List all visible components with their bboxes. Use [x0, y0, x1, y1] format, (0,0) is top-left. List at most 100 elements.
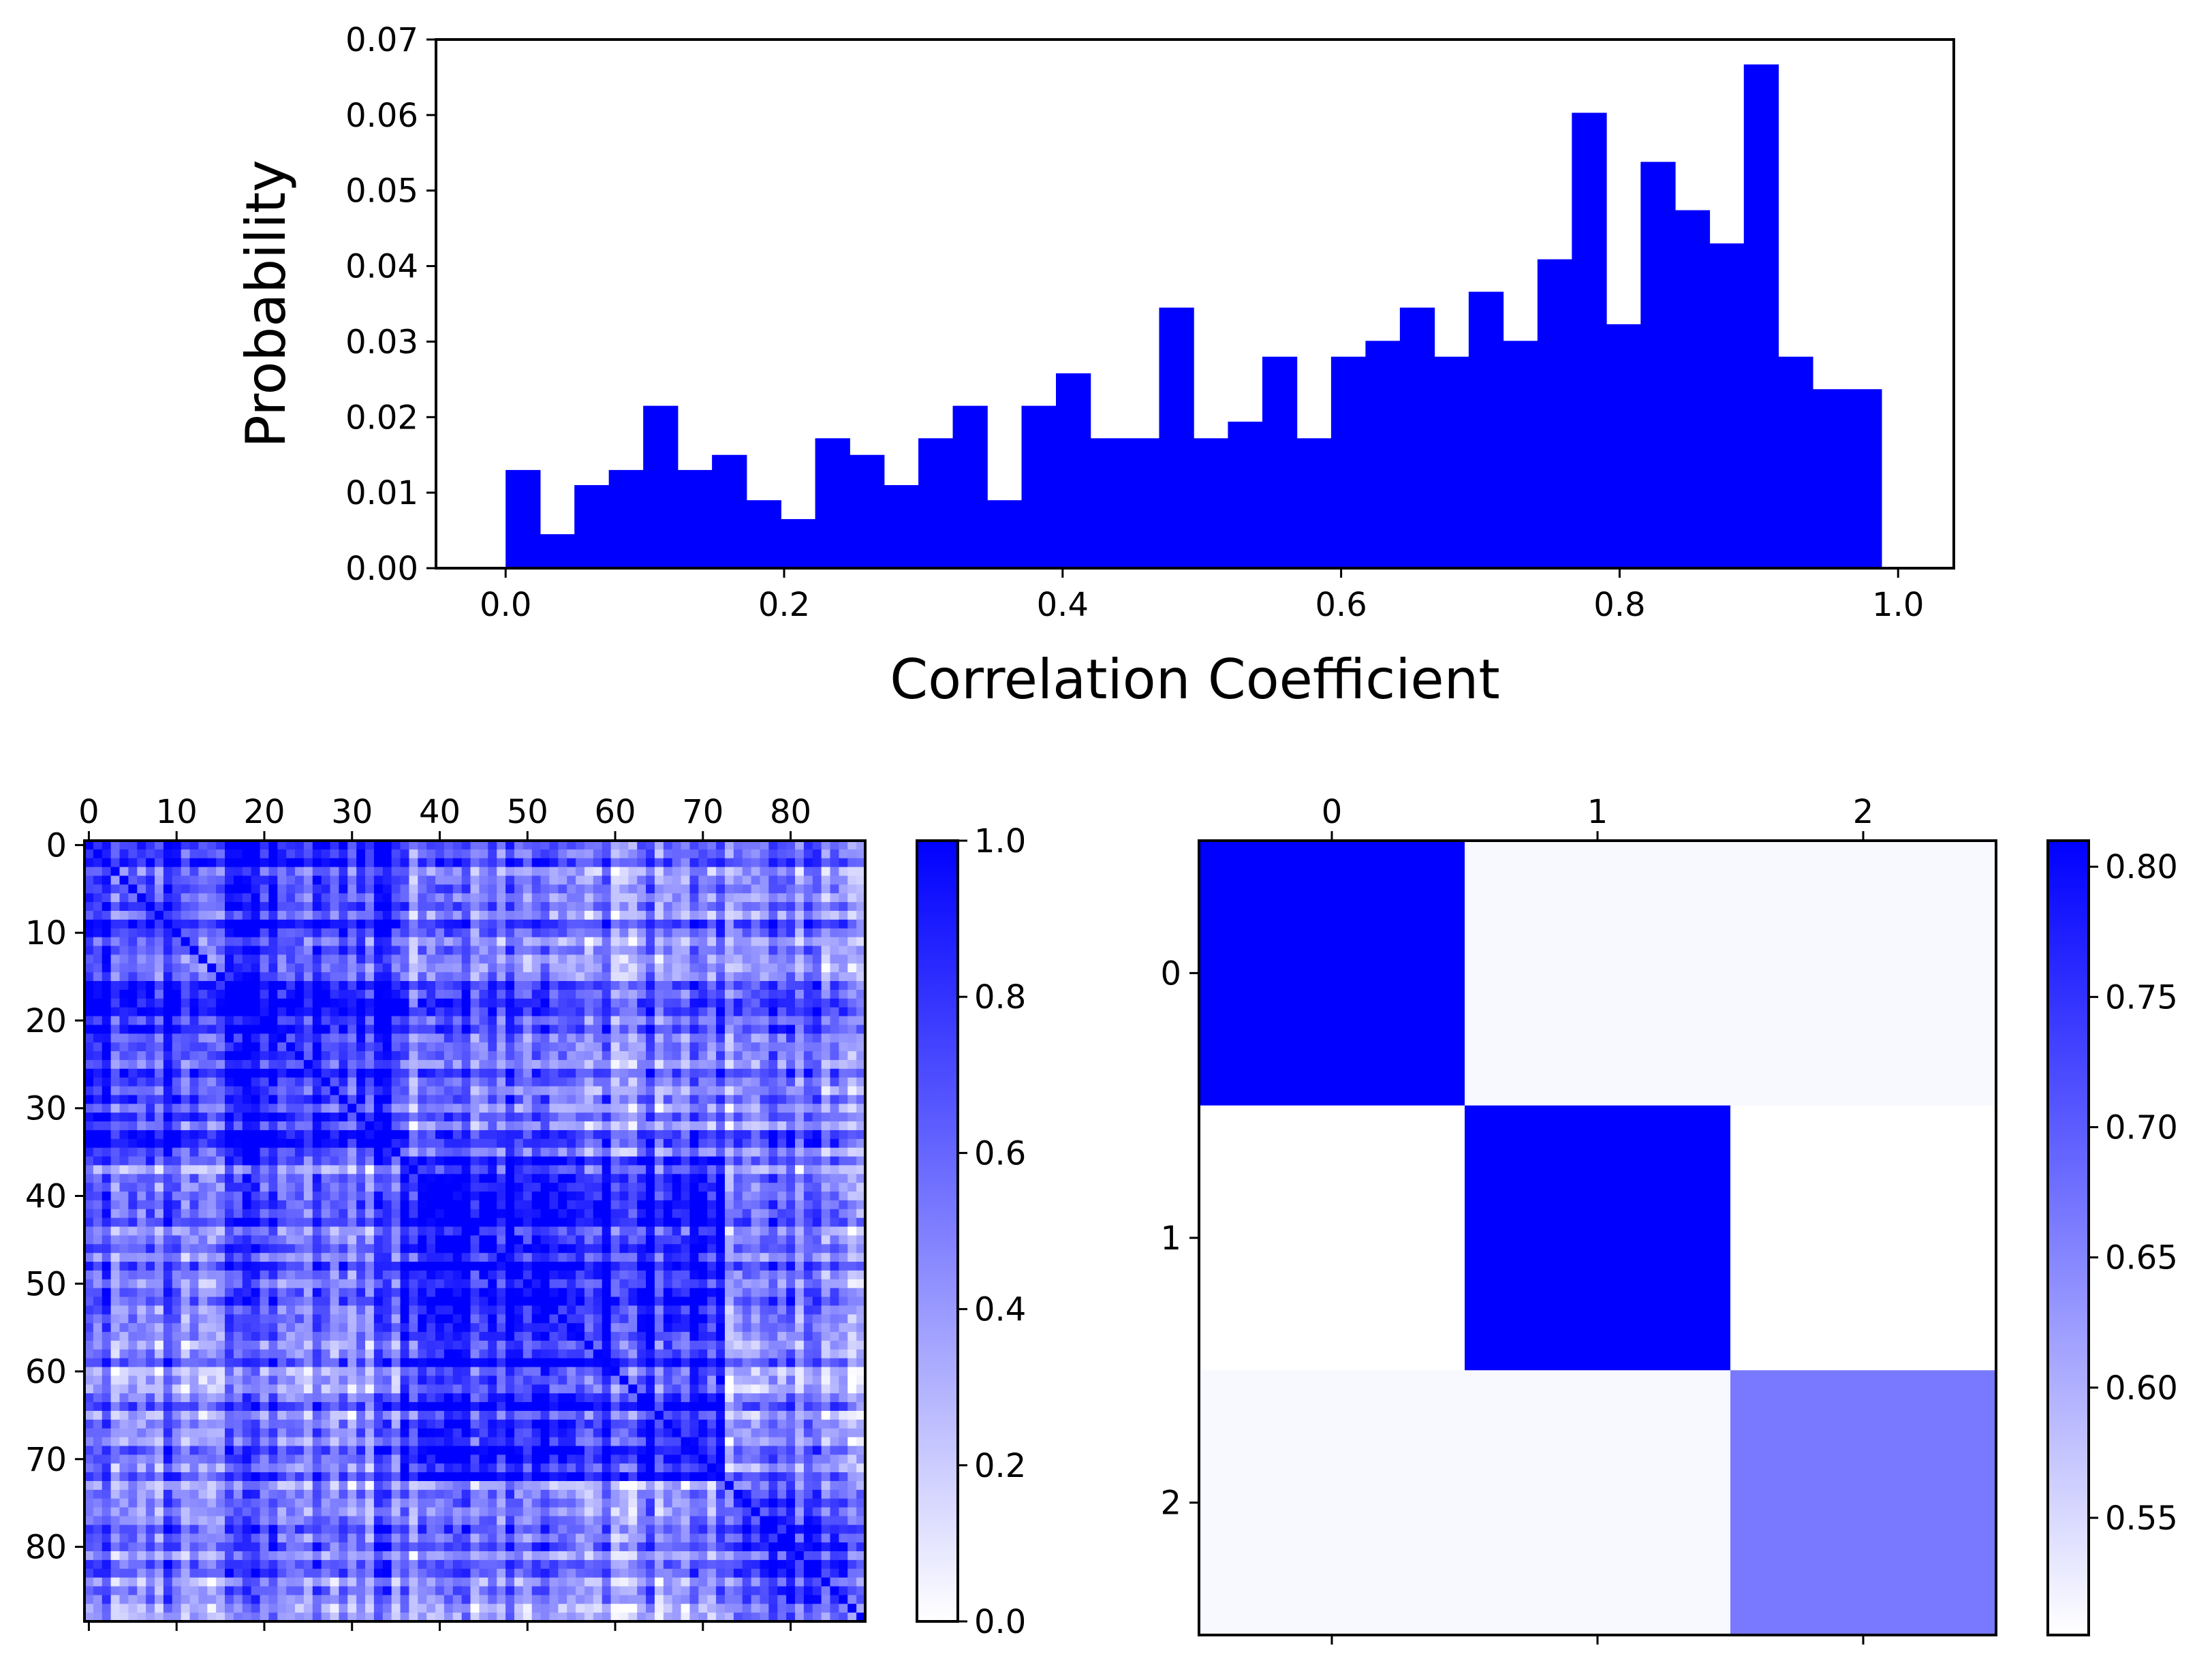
- matrix-cell: [128, 954, 138, 964]
- histogram-bar: [540, 534, 575, 568]
- matrix-cell: [146, 1130, 155, 1140]
- matrix-cell: [216, 1253, 225, 1262]
- matrix-cell: [470, 1051, 480, 1061]
- matrix-cell: [128, 1130, 138, 1140]
- matrix-cell: [286, 1419, 296, 1429]
- matrix-cell: [268, 1270, 278, 1280]
- matrix-cell: [505, 1130, 515, 1140]
- matrix-cell: [382, 1235, 392, 1245]
- matrix-cell: [576, 858, 585, 868]
- matrix-cell: [531, 1077, 542, 1087]
- matrix-cell: [391, 1016, 401, 1026]
- matrix-cell: [663, 1112, 673, 1122]
- matrix-cell: [172, 902, 182, 912]
- matrix-cell: [207, 1244, 217, 1254]
- matrix-cell: [189, 1217, 199, 1228]
- matrix-cell: [198, 1314, 208, 1324]
- matrix-cell: [225, 1033, 234, 1043]
- matrix-cell: [128, 875, 138, 885]
- matrix-cell: [742, 1112, 752, 1122]
- matrix-cell: [128, 884, 138, 894]
- matrix-cell: [839, 1016, 848, 1026]
- matrix-cell: [295, 972, 305, 982]
- matrix-cell: [286, 919, 296, 929]
- matrix-cell: [339, 858, 348, 868]
- matrix-cell: [84, 1402, 94, 1412]
- matrix-cell: [207, 893, 217, 903]
- matrix-cell: [830, 1130, 839, 1140]
- matrix-cell: [821, 954, 831, 964]
- matrix-cell: [567, 1068, 576, 1078]
- matrix-cell: [312, 1235, 322, 1245]
- matrix-cell: [443, 875, 454, 885]
- matrix-cell: [260, 1305, 270, 1315]
- matrix-cell: [286, 1174, 296, 1183]
- matrix-cell: [505, 1095, 515, 1104]
- matrix-cell: [488, 1138, 497, 1149]
- matrix-cell: [225, 1235, 234, 1245]
- matrix-cell: [646, 849, 655, 859]
- matrix-cell: [119, 989, 129, 999]
- matrix-cell: [242, 937, 252, 947]
- matrix-cell: [277, 841, 287, 850]
- matrix-cell: [418, 1086, 427, 1096]
- matrix-cell: [689, 1077, 699, 1087]
- matrix-cell: [610, 1007, 621, 1017]
- matrix-cell: [251, 1253, 261, 1262]
- matrix-cell: [707, 963, 717, 973]
- matrix-cell: [549, 893, 559, 903]
- matrix-cell: [488, 1112, 497, 1122]
- matrix-cell: [146, 1305, 155, 1315]
- matrix-cell: [155, 1007, 164, 1017]
- matrix-cell: [365, 1138, 375, 1149]
- matrix-cell: [216, 1235, 225, 1245]
- matrix-cell: [163, 1305, 173, 1315]
- matrix-cell: [733, 981, 743, 991]
- matrix-cell: [347, 1595, 357, 1604]
- matrix-cell: [610, 1033, 621, 1043]
- matrix-cell: [479, 1068, 488, 1078]
- matrix-cell: [93, 1270, 103, 1280]
- matrix-cell: [443, 937, 454, 947]
- matrix-cell: [119, 1393, 129, 1403]
- matrix-cell: [181, 1358, 191, 1368]
- matrix-cell: [260, 1472, 270, 1482]
- matrix-cell: [373, 1025, 384, 1034]
- matrix-cell: [260, 1183, 270, 1192]
- matrix-cell: [330, 1367, 340, 1377]
- matrix-cell: [514, 1121, 524, 1131]
- matrix-cell: [163, 875, 173, 885]
- matrix-cell: [146, 1192, 155, 1201]
- matrix-cell: [576, 1051, 585, 1061]
- matrix-cell: [514, 841, 524, 850]
- matrix-cell: [689, 946, 699, 955]
- matrix-cell: [409, 954, 418, 964]
- matrix-cell: [181, 1384, 191, 1394]
- matrix-cell: [576, 981, 585, 991]
- matrix-cell: [365, 1147, 375, 1157]
- matrix-cell: [768, 841, 778, 850]
- matrix-cell: [497, 981, 506, 991]
- matrix-cell: [260, 1586, 270, 1596]
- matrix-cell: [786, 998, 796, 1008]
- matrix-cell: [628, 998, 638, 1008]
- matrix-cell: [110, 1033, 121, 1043]
- matrix-cell: [409, 981, 418, 991]
- matrix-cell: [856, 902, 866, 912]
- matrix-cell: [242, 1568, 252, 1578]
- matrix-cell: [295, 937, 305, 947]
- matrix-cell: [303, 998, 313, 1008]
- matrix-cell: [251, 1112, 261, 1122]
- matrix-cell: [189, 1314, 199, 1324]
- matrix-cell: [84, 1226, 94, 1236]
- matrix-cell: [181, 1183, 191, 1192]
- matrix-cell: [505, 841, 515, 850]
- matrix-cell: [637, 989, 647, 999]
- matrix-cell: [155, 1402, 164, 1412]
- matrix-cell: [146, 1349, 155, 1359]
- matrix-cell: [260, 893, 270, 903]
- matrix-cell: [742, 858, 752, 868]
- matrix-cell: [181, 1428, 191, 1438]
- matrix-cell: [339, 1007, 348, 1017]
- x-tick-label: 0.6: [1315, 586, 1367, 624]
